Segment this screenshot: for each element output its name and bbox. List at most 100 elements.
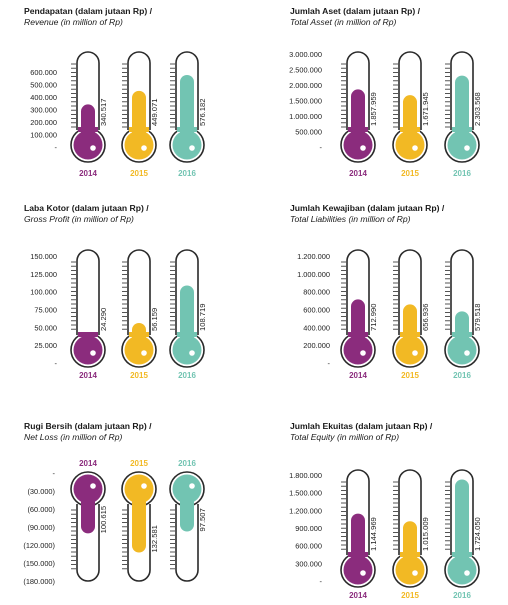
bulb-fill	[73, 474, 103, 504]
tube-outline	[175, 51, 199, 130]
tube-outline	[76, 51, 100, 130]
x-tick-label: 2015	[401, 371, 419, 380]
y-tick-label: 100.000	[30, 288, 57, 297]
bulb-neck	[78, 332, 98, 337]
bulb-highlight	[412, 570, 418, 576]
bulb-fill	[447, 335, 477, 365]
tube-outline	[450, 51, 474, 130]
x-tick-label: 2014	[349, 169, 367, 178]
thermometer-2014: 1.857.959 2014	[340, 51, 378, 178]
y-tick-label: -	[53, 469, 56, 478]
chart-title: Laba Kotor (dalam jutaan Rp) /	[24, 203, 149, 213]
bulb-highlight	[90, 350, 96, 356]
thermometer-2016: 2.303.568 2016	[444, 51, 482, 178]
chart-subtitle: Total Asset (in million of Rp)	[290, 17, 397, 27]
bulb-highlight	[90, 145, 96, 151]
bulb-fill	[343, 130, 373, 160]
x-tick-label: 2014	[349, 591, 367, 600]
thermometer-2014: 1.144.969 2014	[340, 469, 378, 600]
thermometer-2015: 449.071 2015	[121, 51, 159, 178]
y-tick-label: 1.500.000	[289, 489, 322, 498]
y-tick-label: (30.000)	[27, 487, 55, 496]
tube-outline	[398, 469, 422, 555]
data-label: 100.615	[99, 506, 108, 533]
bulb-highlight	[412, 350, 418, 356]
y-tick-label: 300.000	[295, 559, 322, 568]
thermometer-2015: 656.936 2015	[392, 249, 430, 380]
tube-outline	[175, 504, 199, 582]
tube-outline	[175, 249, 199, 335]
chart-subtitle: Total Equity (in million of Rp)	[290, 432, 400, 442]
y-tick-label: 400.000	[30, 93, 57, 102]
bulb-highlight	[360, 570, 366, 576]
bulb-neck	[452, 552, 472, 557]
tube-outline	[398, 51, 422, 130]
thermometer-2014: 712.990 2014	[340, 249, 378, 380]
x-tick-label: 2014	[79, 371, 97, 380]
bulb-neck	[177, 332, 197, 337]
y-tick-label: -	[328, 359, 331, 368]
y-tick-label: 125.000	[30, 270, 57, 279]
x-tick-label: 2016	[453, 591, 471, 600]
x-tick-label: 2016	[453, 169, 471, 178]
data-label: 340.517	[99, 99, 108, 126]
x-tick-label: 2016	[178, 459, 196, 468]
chart-subtitle: Total Liabilities (in million of Rp)	[290, 214, 411, 224]
x-tick-label: 2015	[130, 169, 148, 178]
x-tick-label: 2014	[79, 169, 97, 178]
thermometer-2016: 1.724.050 2016	[444, 469, 482, 600]
bulb-neck	[400, 552, 420, 557]
data-label: 97.507	[198, 508, 207, 531]
bulb-fill	[172, 130, 202, 160]
bulb-highlight	[189, 350, 195, 356]
data-label: 656.936	[421, 304, 430, 331]
y-tick-label: 500.000	[295, 128, 322, 137]
y-tick-label: (180.000)	[23, 577, 55, 586]
data-label: 2.303.568	[473, 92, 482, 126]
y-tick-label: (120.000)	[23, 541, 55, 550]
thermometer-2016: 579.518 2016	[444, 249, 482, 380]
y-tick-label: 900.000	[295, 524, 322, 533]
data-label: 24.290	[99, 308, 108, 331]
y-tick-label: 800.000	[303, 288, 330, 297]
chart-title: Rugi Bersih (dalam jutaan Rp) /	[24, 421, 152, 431]
y-tick-label: 600.000	[295, 542, 322, 551]
bar-2016	[455, 479, 469, 570]
thermometer-2015: 1.015.009 2015	[392, 469, 430, 600]
data-label: 1.857.959	[369, 92, 378, 126]
bulb-fill	[395, 335, 425, 365]
bulb-neck	[452, 332, 472, 337]
bulb-highlight	[189, 145, 195, 151]
bulb-fill	[172, 335, 202, 365]
bulb-neck	[400, 127, 420, 132]
bulb-highlight	[141, 145, 147, 151]
tube-outline	[450, 469, 474, 555]
data-label: 108.719	[198, 304, 207, 331]
y-tick-label: -	[320, 577, 323, 586]
y-tick-label: 2.000.000	[289, 81, 322, 90]
chart-subtitle: Net Loss (in million of Rp)	[24, 432, 123, 442]
thermometer-2014: 340.517 2014	[70, 51, 108, 178]
y-tick-label: 1.000.000	[289, 112, 322, 121]
y-tick-label: 1.000.000	[297, 270, 330, 279]
bulb-highlight	[189, 483, 195, 489]
bulb-neck	[78, 127, 98, 132]
data-label: 1.015.009	[421, 517, 430, 551]
y-tick-label: (150.000)	[23, 559, 55, 568]
bulb-fill	[343, 335, 373, 365]
chart-title: Jumlah Kewajiban (dalam jutaan Rp) /	[290, 203, 445, 213]
bulb-fill	[124, 335, 154, 365]
y-tick-label: -	[55, 359, 58, 368]
y-tick-label: 1.200.000	[289, 506, 322, 515]
bulb-neck	[348, 552, 368, 557]
data-label: 712.990	[369, 304, 378, 331]
y-tick-label: 150.000	[30, 252, 57, 261]
y-tick-label: 75.000	[34, 306, 57, 315]
thermometer-2015: 132.581 2015	[121, 459, 159, 582]
bulb-highlight	[141, 483, 147, 489]
x-tick-label: 2016	[178, 371, 196, 380]
y-tick-label: 50.000	[34, 323, 57, 332]
x-tick-label: 2015	[401, 591, 419, 600]
x-tick-label: 2015	[130, 371, 148, 380]
y-tick-label: 3.000.000	[289, 50, 322, 59]
